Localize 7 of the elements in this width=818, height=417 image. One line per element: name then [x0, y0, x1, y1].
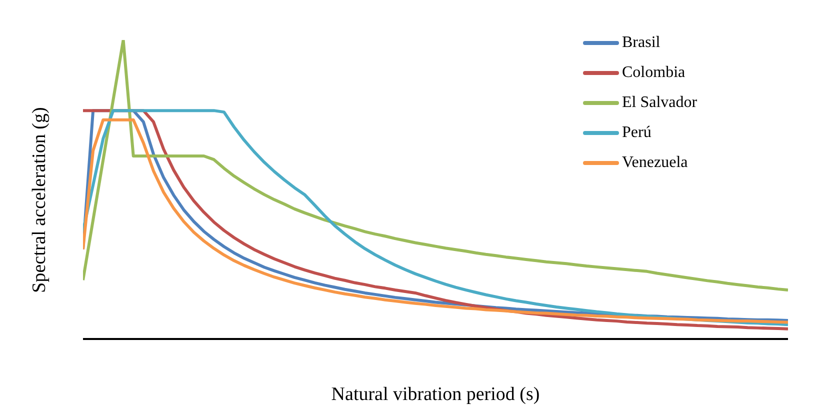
legend-label: Colombia [622, 64, 686, 82]
legend-label: Brasil [622, 34, 660, 52]
y-axis-title: Spectral acceleration (g) [29, 107, 51, 293]
legend-label: El Salvador [622, 94, 698, 112]
legend-label: Venezuela [622, 154, 688, 172]
x-axis-title: Natural vibration period (s) [330, 384, 541, 406]
legend-label: Perú [622, 124, 652, 142]
